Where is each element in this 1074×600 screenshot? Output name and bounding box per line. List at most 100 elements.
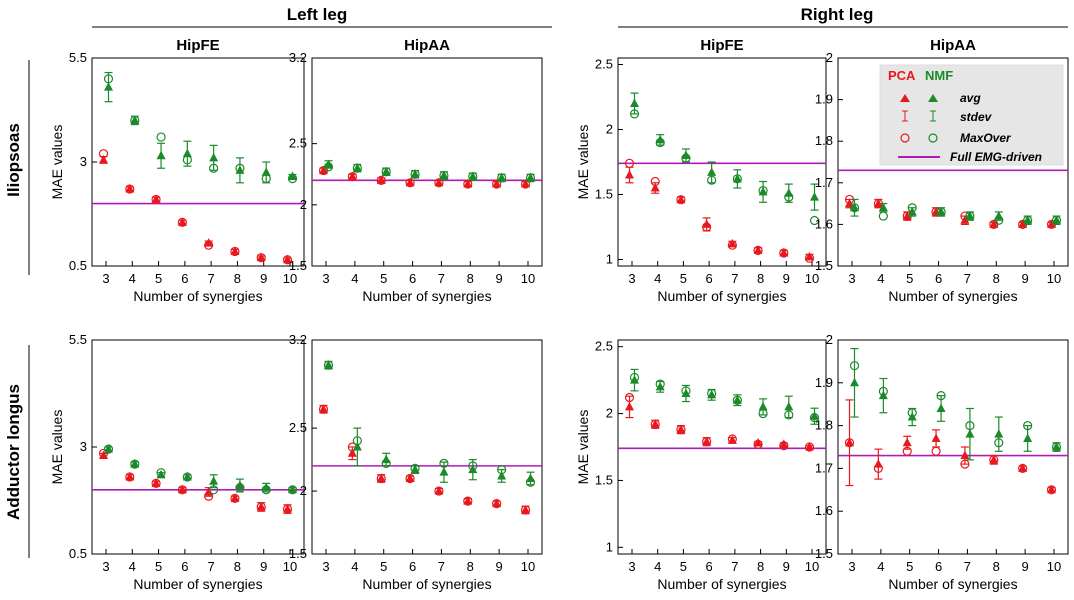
y-tick-label: 1 — [606, 252, 613, 267]
pca-avg-marker — [960, 450, 970, 460]
nmf-avg-marker — [324, 360, 333, 369]
pca-maxover-marker — [844, 438, 855, 448]
pca-avg-marker — [1018, 219, 1028, 228]
nmf-maxover-marker — [849, 203, 860, 213]
axes-box — [617, 339, 827, 555]
pca-avg-marker — [1047, 219, 1056, 228]
nmf-avg-marker — [439, 170, 449, 179]
nmf-avg-marker — [655, 134, 665, 144]
pca-maxover-marker — [463, 496, 473, 506]
nmf-maxover-marker — [525, 477, 536, 487]
nmf-maxover-marker — [468, 172, 478, 182]
x-tick-label: 9 — [783, 559, 790, 574]
left-leg-title: Left leg — [287, 5, 347, 24]
pca-avg-marker — [125, 471, 135, 481]
nmf-avg-marker — [1052, 215, 1061, 224]
nmf-maxover-marker — [261, 485, 271, 495]
y-tick-label: 1 — [606, 539, 613, 554]
pca-maxover-marker — [804, 442, 815, 452]
x-tick-label: 10 — [521, 271, 535, 286]
legend-pca-triangle-icon — [900, 94, 910, 102]
x-tick-label: 5 — [155, 271, 162, 286]
pca-maxover-marker — [405, 178, 415, 188]
x-tick-label: 10 — [805, 559, 819, 574]
pca-avg-marker — [902, 437, 912, 447]
y-tick-label: 2.5 — [595, 57, 613, 72]
nmf-avg-marker — [468, 171, 478, 181]
nmf-avg-marker — [1023, 215, 1033, 224]
pca-maxover-marker — [256, 253, 266, 263]
pca-maxover-marker — [650, 176, 660, 187]
pca-maxover-marker — [434, 486, 444, 496]
pca-avg-marker — [650, 419, 660, 428]
x-tick-label: 7 — [208, 271, 215, 286]
chart-panel-iliopsoas-left-hipfe: HipFE 0.5 3 5.5 3 4 5 6 7 8 9 10 Number of synergies… — [49, 37, 305, 304]
nmf-maxover-marker — [103, 74, 114, 84]
x-tick-label: 4 — [654, 271, 661, 286]
x-axis-label: Number of synergies — [657, 288, 786, 304]
x-tick-label: 3 — [322, 271, 329, 286]
y-axis-label: MAE values — [49, 125, 65, 200]
nmf-avg-marker — [878, 202, 888, 212]
y-axis-label: MAE values — [575, 410, 591, 485]
nmf-avg-marker — [850, 377, 859, 387]
pca-maxover-marker — [650, 419, 660, 429]
y-tick-label: 1.7 — [815, 460, 833, 475]
row-label-iliopsoas: Iliopsoas — [4, 123, 23, 197]
y-tick-label: 1.5 — [595, 472, 613, 487]
chart-panel-adductor-right-hipfe: 1 1.5 2 2.5 3 4 5 6 7 8 9 10 Number of synergies MAE … — [575, 339, 827, 592]
nmf-maxover-marker — [287, 485, 298, 495]
pca-maxover-marker — [125, 184, 135, 194]
x-tick-label: 3 — [102, 559, 109, 574]
x-tick-label: 4 — [654, 559, 661, 574]
row-label-adductor-longus: Adductor longus — [4, 384, 23, 520]
x-axis-label: Number of synergies — [888, 576, 1017, 592]
legend-box — [879, 64, 1064, 166]
nmf-maxover-marker — [732, 395, 742, 405]
nmf-avg-marker — [130, 459, 140, 468]
nmf-maxover-marker — [103, 444, 114, 454]
nmf-maxover-marker — [907, 408, 917, 418]
pca-maxover-marker — [125, 472, 135, 482]
pca-avg-marker — [521, 179, 530, 188]
nmf-avg-marker — [182, 471, 192, 481]
pca-maxover-marker — [624, 392, 635, 403]
y-tick-label: 1.9 — [815, 375, 833, 390]
nmf-avg-marker — [130, 115, 140, 124]
nmf-maxover-marker — [323, 360, 334, 370]
x-tick-label: 8 — [757, 271, 764, 286]
pca-maxover-marker — [702, 437, 712, 447]
pca-avg-marker — [625, 401, 634, 411]
y-tick-label: 1.7 — [815, 175, 833, 190]
pca-avg-marker — [727, 238, 737, 248]
nmf-maxover-marker — [936, 391, 946, 401]
x-tick-label: 8 — [993, 559, 1000, 574]
nmf-maxover-marker — [381, 458, 391, 468]
pca-avg-marker — [989, 454, 999, 464]
x-tick-label: 4 — [877, 559, 884, 574]
x-tick-label: 6 — [935, 271, 942, 286]
axes-box — [617, 57, 827, 267]
x-tick-label: 7 — [964, 559, 971, 574]
nmf-maxover-marker — [182, 472, 192, 482]
legend-label-avg: avg — [960, 91, 981, 105]
nmf-maxover-marker — [1051, 442, 1062, 452]
pca-avg-marker — [376, 175, 386, 184]
nmf-maxover-marker — [878, 211, 888, 221]
x-tick-label: 4 — [351, 559, 358, 574]
x-axis-label: Number of synergies — [133, 288, 262, 304]
x-tick-label: 5 — [380, 559, 387, 574]
pca-avg-marker — [702, 436, 712, 446]
y-tick-label: 5.5 — [69, 50, 87, 65]
nmf-maxover-marker — [994, 215, 1004, 225]
nmf-avg-marker — [707, 167, 717, 176]
pca-avg-marker — [1047, 484, 1056, 494]
nmf-maxover-marker — [758, 408, 768, 419]
pca-avg-marker — [125, 184, 135, 193]
pca-maxover-marker — [434, 178, 444, 188]
nmf-avg-marker — [1023, 433, 1033, 442]
x-tick-label: 8 — [467, 271, 474, 286]
pca-maxover-marker — [676, 195, 686, 205]
pca-maxover-marker — [256, 502, 266, 512]
